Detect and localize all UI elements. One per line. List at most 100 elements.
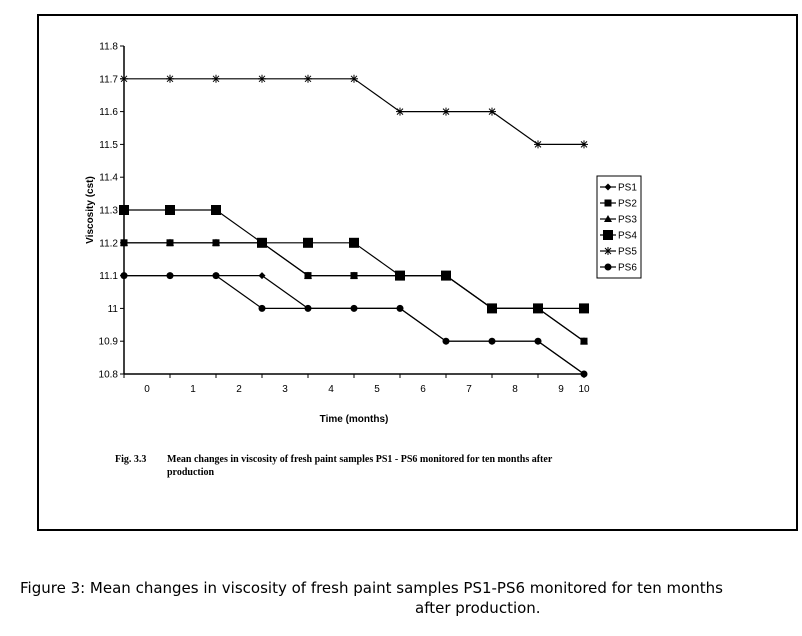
data-point-ps4 bbox=[257, 237, 267, 248]
y-tick-label: 11.7 bbox=[99, 74, 118, 85]
x-tick-label: 0 bbox=[144, 384, 150, 395]
data-point-ps4 bbox=[441, 270, 451, 281]
legend-label: PS1 bbox=[618, 183, 637, 194]
legend-label: PS5 bbox=[618, 247, 637, 258]
data-point-ps6 bbox=[488, 337, 496, 345]
figure-frame bbox=[37, 14, 798, 531]
data-point-ps6 bbox=[258, 304, 266, 312]
data-point-ps5 bbox=[120, 74, 128, 83]
series-line-ps3 bbox=[124, 242, 585, 342]
legend-item-ps2: PS2 bbox=[600, 199, 637, 210]
legend-label: PS4 bbox=[618, 231, 637, 242]
x-tick-label: 10 bbox=[578, 384, 590, 395]
legend: PS1 PS2 PS3 PS4 PS5 PS6 bbox=[596, 175, 642, 279]
legend-marker bbox=[604, 263, 612, 271]
data-point-ps2 bbox=[350, 272, 358, 280]
y-tick-label: 11.1 bbox=[99, 271, 118, 282]
data-point-ps4 bbox=[119, 205, 129, 215]
data-point-ps4 bbox=[303, 237, 313, 248]
data-point-ps2 bbox=[166, 239, 174, 247]
series-line-ps1 bbox=[124, 275, 585, 375]
data-point-ps4 bbox=[211, 205, 221, 215]
series-ps4 bbox=[119, 205, 589, 314]
data-point-ps5 bbox=[442, 107, 450, 116]
series-ps2 bbox=[120, 239, 588, 345]
x-tick-label: 7 bbox=[466, 384, 472, 395]
legend-item-ps4: PS4 bbox=[600, 230, 637, 242]
legend-marker bbox=[603, 230, 613, 240]
data-point-ps5 bbox=[488, 107, 496, 116]
y-tick-label: 11 bbox=[108, 304, 119, 315]
y-tick-label: 11.2 bbox=[99, 238, 118, 249]
x-tick-label: 8 bbox=[512, 384, 518, 395]
data-point-ps4 bbox=[579, 303, 589, 314]
y-tick-label: 10.9 bbox=[99, 337, 119, 348]
figure-caption-text: Mean changes in viscosity of fresh paint… bbox=[167, 454, 553, 478]
outer-caption-line2: after production. bbox=[415, 599, 541, 617]
y-tick-label: 11.5 bbox=[99, 140, 118, 151]
data-point-ps5 bbox=[534, 140, 542, 149]
data-point-ps6 bbox=[166, 272, 174, 280]
x-tick-label: 5 bbox=[374, 384, 380, 395]
data-point-ps2 bbox=[212, 239, 220, 247]
legend-marker bbox=[604, 215, 612, 222]
data-point-ps5 bbox=[350, 74, 358, 83]
data-point-ps4 bbox=[533, 303, 543, 314]
series-ps3 bbox=[120, 238, 588, 345]
series-line-ps5 bbox=[124, 78, 584, 145]
data-point-ps6 bbox=[350, 304, 358, 312]
figure-number: Fig. 3.3 bbox=[115, 454, 147, 465]
data-point-ps2 bbox=[120, 239, 128, 247]
data-point-ps5 bbox=[580, 140, 588, 149]
data-point-ps6 bbox=[212, 272, 220, 280]
data-point-ps5 bbox=[258, 74, 266, 83]
data-point-ps6 bbox=[304, 304, 312, 312]
x-tick-label: 4 bbox=[328, 384, 334, 395]
legend-marker bbox=[604, 199, 612, 207]
x-tick-label: 3 bbox=[282, 384, 288, 395]
data-point-ps4 bbox=[165, 205, 175, 215]
series-ps5 bbox=[120, 74, 588, 149]
x-tick-label: 1 bbox=[190, 384, 196, 395]
data-point-ps6 bbox=[580, 370, 588, 378]
legend-item-ps3: PS3 bbox=[600, 215, 637, 226]
legend-marker bbox=[604, 183, 612, 191]
y-tick-label: 11.8 bbox=[99, 42, 118, 53]
data-point-ps6 bbox=[534, 337, 542, 345]
data-point-ps5 bbox=[166, 74, 174, 83]
legend-item-ps6: PS6 bbox=[600, 263, 637, 274]
x-tick-label: 6 bbox=[420, 384, 426, 395]
data-point-ps1 bbox=[258, 272, 266, 280]
legend-label: PS6 bbox=[618, 263, 637, 274]
series-ps1 bbox=[120, 272, 588, 378]
y-tick-label: 10.8 bbox=[99, 370, 119, 381]
data-point-ps6 bbox=[396, 304, 404, 312]
legend-item-ps1: PS1 bbox=[600, 183, 637, 194]
legend-item-ps5: PS5 bbox=[600, 247, 637, 258]
axes: 10.810.91111.111.211.311.411.511.611.711… bbox=[99, 42, 590, 396]
series-line-ps2 bbox=[124, 242, 585, 342]
data-point-ps4 bbox=[395, 270, 405, 281]
y-axis-title: Viscosity (cst) bbox=[85, 176, 96, 244]
x-tick-label: 9 bbox=[558, 384, 564, 395]
y-tick-label: 11.3 bbox=[99, 206, 118, 217]
series-layer bbox=[119, 74, 589, 378]
y-tick-label: 11.6 bbox=[99, 107, 118, 118]
legend-label: PS3 bbox=[618, 215, 637, 226]
data-point-ps5 bbox=[396, 107, 404, 116]
x-axis-title: Time (months) bbox=[320, 414, 389, 425]
legend-label: PS2 bbox=[618, 199, 637, 210]
data-point-ps2 bbox=[304, 272, 312, 280]
outer-caption-line1: Figure 3: Mean changes in viscosity of f… bbox=[20, 579, 723, 597]
data-point-ps6 bbox=[442, 337, 450, 345]
series-line-ps4 bbox=[124, 209, 584, 309]
data-point-ps5 bbox=[212, 74, 220, 83]
x-tick-label: 2 bbox=[236, 384, 242, 395]
data-point-ps5 bbox=[304, 74, 312, 83]
legend-box bbox=[596, 175, 642, 279]
data-point-ps4 bbox=[487, 303, 497, 314]
data-point-ps2 bbox=[580, 337, 588, 345]
series-ps6 bbox=[120, 272, 588, 378]
data-point-ps4 bbox=[349, 237, 359, 248]
